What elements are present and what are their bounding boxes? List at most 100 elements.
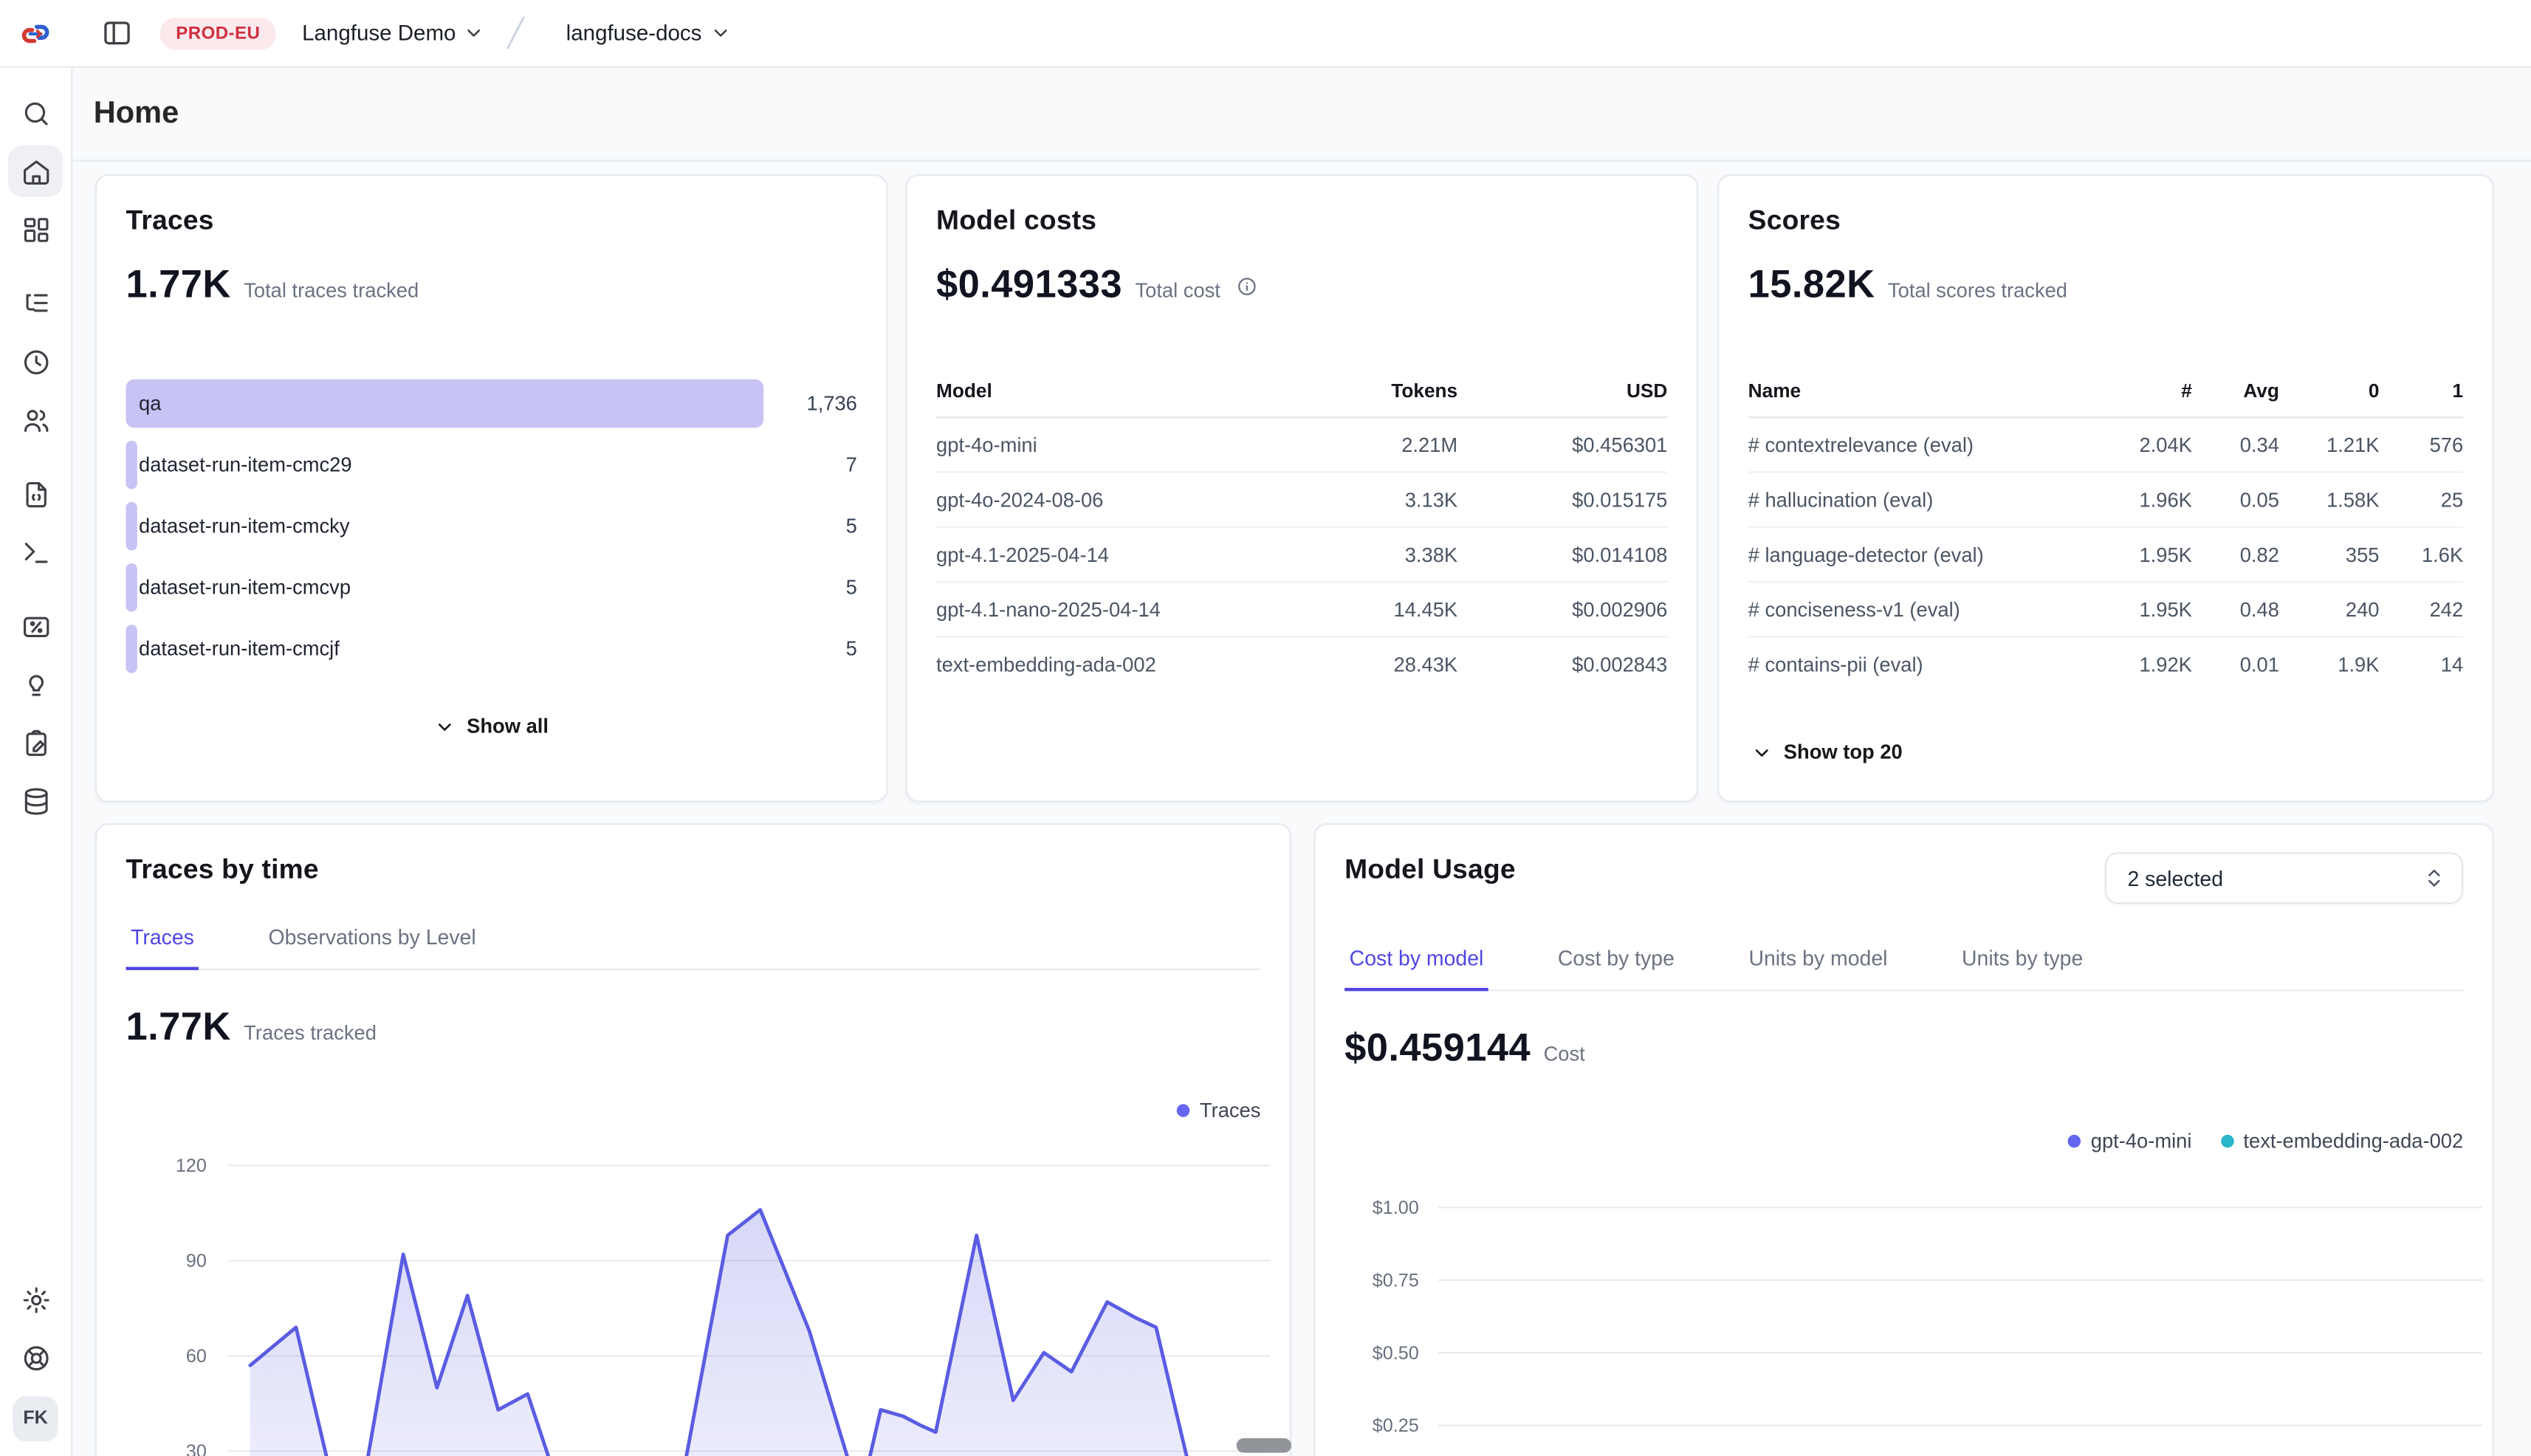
table-row[interactable]: gpt-4.1-2025-04-14 3.38K $0.014108	[936, 528, 1668, 583]
sidebar-item-home[interactable]	[7, 145, 63, 197]
sidebar-item-experiments[interactable]	[8, 717, 63, 769]
tab-cost-by-type[interactable]: Cost by type	[1557, 946, 1675, 970]
user-avatar[interactable]: FK	[13, 1396, 58, 1442]
bar-label: qa	[139, 392, 162, 415]
bar-value: 5	[845, 637, 857, 661]
sidebar-item-tracing[interactable]	[8, 278, 63, 329]
bar-label: dataset-run-item-cmc29	[139, 453, 352, 476]
tab-units-by-type[interactable]: Units by type	[1962, 946, 2084, 970]
percent-card-icon	[22, 616, 49, 636]
model-usage-tabs: Cost by model Cost by type Units by mode…	[1345, 946, 2464, 992]
svg-text:$0.75: $0.75	[1373, 1270, 1419, 1291]
legend-item-text-embedding-ada-002[interactable]: text-embedding-ada-002	[2220, 1130, 2463, 1153]
table-row[interactable]: # conciseness-v1 (eval) 1.95K 0.48 240 2…	[1748, 583, 2464, 638]
project-switcher[interactable]: langfuse-docs	[566, 21, 731, 45]
clock-icon	[23, 349, 48, 374]
chart-legend: Traces	[126, 1099, 1260, 1122]
bar-value: 5	[845, 576, 857, 600]
table-row[interactable]: text-embedding-ada-002 28.43K $0.002843	[936, 653, 1668, 677]
table-header: Name # Avg 0 1	[1748, 373, 2464, 419]
model-usage-chart[interactable]: $1.00 $0.75 $0.50 $0.25	[1347, 1188, 2483, 1456]
show-all-button[interactable]: Show all	[126, 715, 857, 738]
bar	[126, 501, 137, 551]
sidebar-item-datasets[interactable]	[8, 775, 63, 826]
table-row[interactable]: gpt-4.1-nano-2025-04-14 14.45K $0.002906	[936, 583, 1668, 638]
traces-total: 1.77K	[126, 263, 231, 307]
svg-text:$0.50: $0.50	[1373, 1343, 1419, 1364]
sidebar-item-dashboards[interactable]	[8, 203, 63, 255]
bar	[126, 440, 137, 490]
tab-cost-by-model[interactable]: Cost by model	[1345, 946, 1488, 992]
sidebar: FK	[0, 67, 73, 1456]
legend-item-gpt-4o-mini[interactable]: gpt-4o-mini	[2068, 1130, 2191, 1153]
trace-bar-row[interactable]: dataset-run-item-cmcvp 5	[126, 563, 857, 612]
database-icon	[24, 787, 47, 814]
organization-name: Langfuse Demo	[302, 21, 456, 46]
traces-card-title: Traces	[126, 205, 214, 236]
bar-value: 1,736	[806, 392, 857, 415]
table-row[interactable]: # hallucination (eval) 1.96K 0.05 1.58K …	[1748, 473, 2464, 528]
sidebar-item-evaluation[interactable]	[8, 600, 63, 652]
file-code-icon	[25, 481, 46, 507]
traces-by-time-chart[interactable]: 120 90 60 30	[129, 1147, 1271, 1456]
svg-text:120: 120	[176, 1155, 207, 1176]
tab-units-by-model[interactable]: Units by model	[1748, 946, 1888, 970]
tab-traces[interactable]: Traces	[126, 925, 199, 970]
sidebar-item-sessions[interactable]	[8, 336, 63, 388]
svg-text:30: 30	[186, 1441, 207, 1456]
scrollbar-thumb[interactable]	[1236, 1438, 1291, 1453]
trace-bar-row[interactable]: dataset-run-item-cmcjf 5	[126, 625, 857, 673]
legend-item-traces[interactable]: Traces	[1177, 1099, 1260, 1122]
show-top-20-button[interactable]: Show top 20	[1748, 741, 2463, 763]
tab-observations-by-level[interactable]: Observations by Level	[268, 924, 476, 950]
sidebar-item-settings[interactable]	[8, 1274, 63, 1325]
chevron-down-icon	[464, 23, 484, 44]
sidebar-item-search[interactable]	[8, 87, 63, 139]
dropdown-value: 2 selected	[2127, 865, 2224, 890]
table-row[interactable]: # contextrelevance (eval) 2.04K 0.34 1.2…	[1748, 418, 2464, 473]
model-usage-title: Model Usage	[1345, 854, 1516, 885]
traces-card: Traces 1.77K Total traces tracked qa 1,7…	[95, 174, 888, 803]
legend-dot	[2068, 1134, 2081, 1148]
sidebar-item-users[interactable]	[8, 394, 63, 445]
bar-value: 5	[845, 515, 857, 538]
traces-bar-list: qa 1,736 dataset-run-item-cmc29 7 datase…	[126, 379, 857, 673]
organization-switcher[interactable]: Langfuse Demo	[302, 21, 485, 45]
bar-label: dataset-run-item-cmcvp	[139, 576, 351, 600]
clipboard-pen-icon	[25, 729, 46, 755]
model-costs-title: Model costs	[936, 205, 1097, 236]
info-icon[interactable]	[1237, 275, 1257, 296]
model-select-dropdown[interactable]: 2 selected	[2104, 852, 2464, 904]
bar	[126, 625, 137, 673]
traces-by-time-tabs: Traces Observations by Level	[126, 925, 1261, 970]
model-costs-card: Model costs $0.491333 Total cost Model T…	[905, 174, 1698, 803]
search-icon	[24, 101, 47, 125]
model-costs-total-label: Total cost	[1135, 279, 1220, 302]
scores-card: Scores 15.82K Total scores tracked Name …	[1717, 174, 2494, 803]
trace-bar-row[interactable]: dataset-run-item-cmc29 7	[126, 440, 857, 490]
svg-text:$1.00: $1.00	[1373, 1198, 1419, 1218]
trace-bar-row[interactable]: dataset-run-item-cmcky 5	[126, 501, 857, 551]
sidebar-item-prompts[interactable]	[8, 468, 63, 520]
sidebar-item-support[interactable]	[8, 1332, 63, 1384]
svg-text:90: 90	[186, 1251, 207, 1271]
dashboard-grid-icon	[23, 217, 48, 241]
terminal-icon	[24, 542, 47, 563]
model-costs-total: $0.491333	[936, 263, 1122, 307]
main-content: Home Traces 1.77K Total traces tracked q…	[72, 67, 2531, 1456]
breadcrumb-separator: ╱	[507, 16, 524, 48]
gear-icon	[22, 1286, 49, 1313]
svg-text:$0.25: $0.25	[1373, 1415, 1419, 1436]
table-row[interactable]: # language-detector (eval) 1.95K 0.82 35…	[1748, 528, 2464, 583]
table-row[interactable]: # contains-pii (eval) 1.92K 0.01 1.9K 14	[1748, 653, 2464, 677]
table-row[interactable]: gpt-4o-2024-08-06 3.13K $0.015175	[936, 473, 1668, 528]
trace-bar-row[interactable]: qa 1,736	[126, 379, 857, 428]
traces-tracked-total: 1.77K	[126, 1006, 231, 1050]
sidebar-toggle-button[interactable]	[95, 12, 137, 54]
sidebar-item-annotation[interactable]	[8, 659, 63, 710]
scores-table: Name # Avg 0 1 # contextrelevance (eval)…	[1748, 373, 2464, 693]
table-row[interactable]: gpt-4o-mini 2.21M $0.456301	[936, 418, 1668, 473]
sidebar-item-playground[interactable]	[8, 526, 63, 578]
model-usage-card: Model Usage 2 selected Cost by model Cos…	[1313, 823, 2494, 1456]
